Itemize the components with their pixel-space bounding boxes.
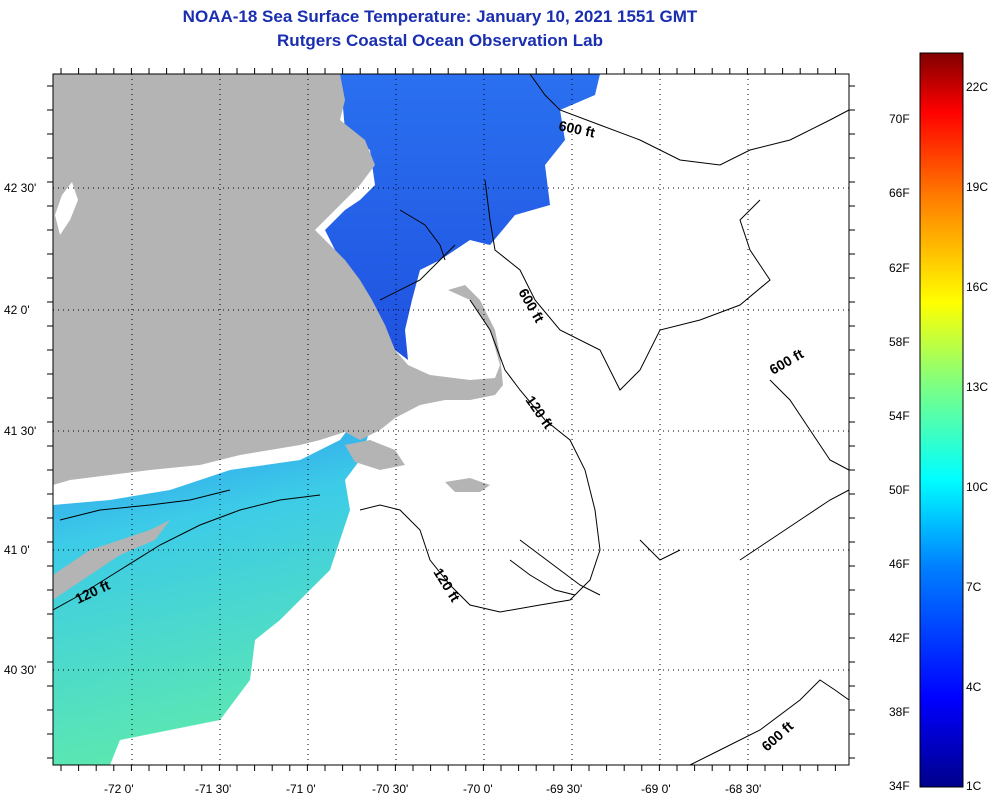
colorbar-label-f: 58F [889,335,910,349]
colorbar-label-f: 38F [889,705,910,719]
lat-label: 41 0' [4,543,30,557]
colorbar-label-c: 19C [966,180,989,194]
colorbar-label-c: 13C [966,380,989,394]
lat-label: 42 0' [4,303,30,317]
graticule [53,74,849,765]
lon-label: -69 0' [641,782,671,796]
colorbar-label-f: 50F [889,483,910,497]
colorbar-label-f: 54F [889,409,910,423]
lat-label: 40 30' [4,663,37,677]
colorbar-label-c: 10C [966,480,989,494]
land-long-island [53,520,170,600]
map-title: NOAA-18 Sea Surface Temperature: January… [182,7,698,26]
lon-label: -71 0' [286,782,316,796]
cloud-patch [55,182,78,235]
colorbar-label-c: 22C [966,80,989,94]
map-frame [52,73,850,766]
lon-label: -69 30' [546,782,583,796]
frame-ticks [47,68,855,771]
land-nantucket [445,478,490,492]
lon-label: -70 0' [463,782,493,796]
colorbar-label-c: 4C [966,680,982,694]
colorbar-label-f: 70F [889,112,910,126]
colorbar-label-f: 46F [889,557,910,571]
contour-label-600-ne: 600 ft [557,117,596,140]
colorbar-label-f: 42F [889,631,910,645]
sst-southern-shelf [53,420,370,765]
colorbar-label-f: 34F [889,779,910,793]
sst-gulf-of-maine [325,74,600,360]
map-subtitle: Rutgers Coastal Ocean Observation Lab [277,31,603,50]
lat-label: 41 30' [4,424,37,438]
lon-label: -71 30' [195,782,232,796]
colorbar-label-c: 7C [966,580,982,594]
colorbar-label-c: 1C [966,779,982,793]
land-marthas-vineyard [345,440,405,470]
colorbar-label-c: 16C [966,280,989,294]
lon-label: -72 0' [104,782,134,796]
depth-contours [53,74,849,765]
lon-label: -68 30' [725,782,762,796]
lat-label: 42 30' [4,181,37,195]
colorbar-label-f: 62F [889,261,910,275]
land-new-england [53,74,503,485]
colorbar [919,52,964,788]
colorbar-label-f: 66F [889,186,910,200]
lon-label: -70 30' [372,782,409,796]
